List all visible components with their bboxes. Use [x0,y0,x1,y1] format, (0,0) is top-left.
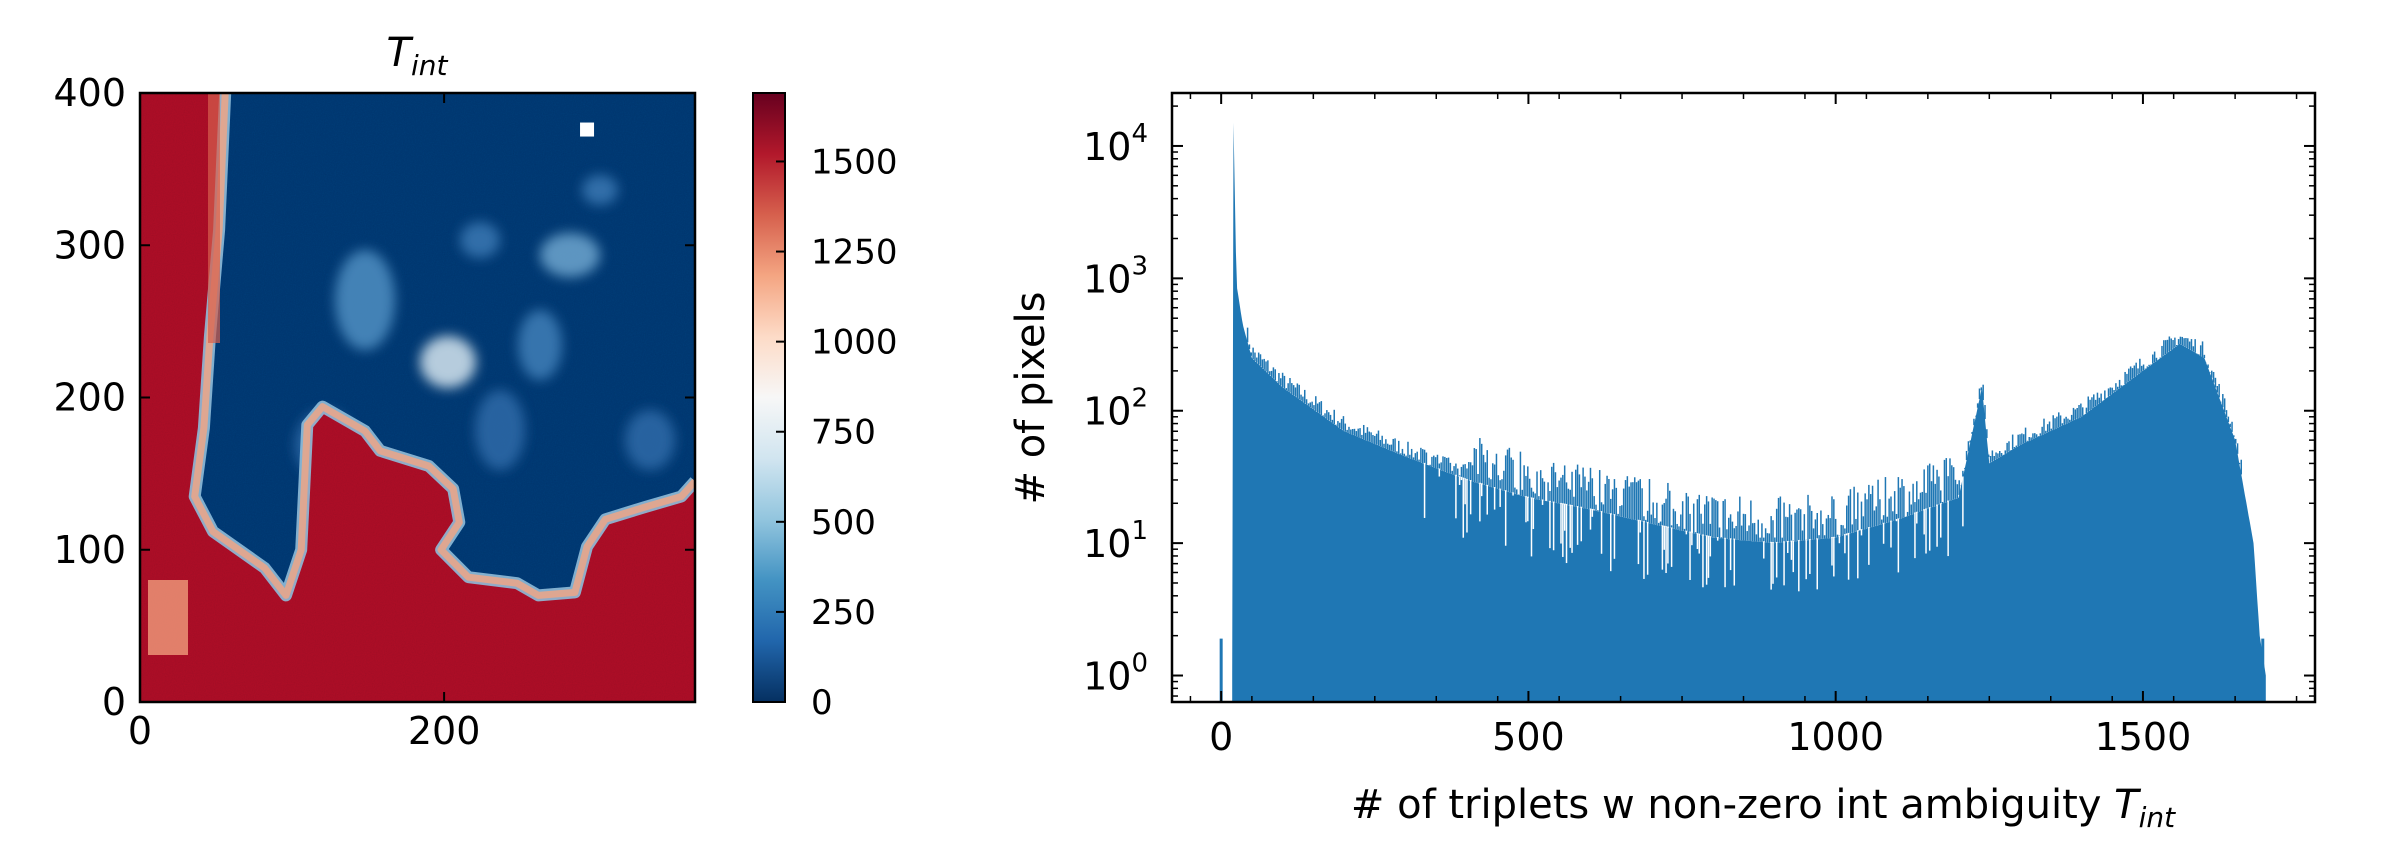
colorbar-frame [752,92,786,703]
histogram-bar [1219,638,1223,702]
histogram-isolated-bars [1219,638,2265,702]
heatmap-title: Tint [387,30,449,82]
histogram-x-tick-label: 1500 [2095,715,2192,759]
histogram-x-tick-label: 0 [1209,715,1233,759]
heatmap-image [140,93,695,702]
histogram-x-tick-label: 500 [1492,715,1565,759]
heatmap-x-axis: 0 200 [128,93,480,753]
histogram-y-tick-label: 103 [1083,251,1148,301]
heatmap-y-tick-label: 0 [102,680,126,724]
colorbar-gradient [753,93,785,702]
histogram-x-axis: 0 500 1000 1500 [1189,93,2298,759]
heatmap-light-features [295,175,675,480]
heatmap-y-tick-label: 200 [53,376,126,420]
heatmap-x-tick-label: 0 [128,709,152,753]
heatmap-x-tick-label: 200 [408,709,481,753]
heatmap-stripe-1 [208,93,220,343]
histogram-y-tick-label: 100 [1083,649,1148,699]
heatmap-transition-warm [191,93,695,599]
colorbar: 0 250 500 750 1000 1250 1500 [752,92,898,723]
histogram-y-tick-label: 102 [1083,384,1148,434]
histogram-y-axis: 100 101 102 103 104 [1083,105,2315,699]
colorbar-tick-label: 0 [811,683,833,723]
heatmap-y-tick-label: 100 [53,528,126,572]
heatmap-y-axis: 0 100 200 300 400 [53,71,695,724]
heatmap-stripe-2 [148,580,188,655]
histogram-ylabel: # of pixels [1008,291,1054,504]
histogram-xlabel: # of triplets w non-zero int ambiguity T… [1351,782,2176,834]
heatmap-high-region [140,93,695,702]
colorbar-tick-label: 1250 [811,233,898,273]
colorbar-tick-label: 1500 [811,142,898,182]
heatmap-masked-pixel [580,122,595,137]
colorbar-tick-label: 1000 [811,323,898,363]
heatmap-y-tick-label: 300 [53,223,126,267]
histogram-y-tick-label: 104 [1083,119,1148,169]
histogram-panel: 0 500 1000 1500 100 101 102 103 104 # of triple… [1008,91,2317,834]
colorbar-tick-label: 750 [811,413,876,453]
colorbar-tick-label: 500 [811,503,876,543]
heatmap-panel: Tint 0 200 0 100 200 300 400 [53,30,897,753]
histogram-body [1232,122,2266,703]
colorbar-tick-label: 250 [811,593,876,633]
histogram-bar [2261,638,2265,702]
histogram-y-tick-label: 101 [1083,516,1148,566]
histogram-bars [1219,122,2266,703]
histogram-x-tick-label: 1000 [1787,715,1884,759]
heatmap-y-tick-label: 400 [53,71,126,115]
colorbar-axis: 0 250 500 750 1000 1250 1500 [776,142,898,723]
histogram-noise-spikes [1244,327,2243,592]
